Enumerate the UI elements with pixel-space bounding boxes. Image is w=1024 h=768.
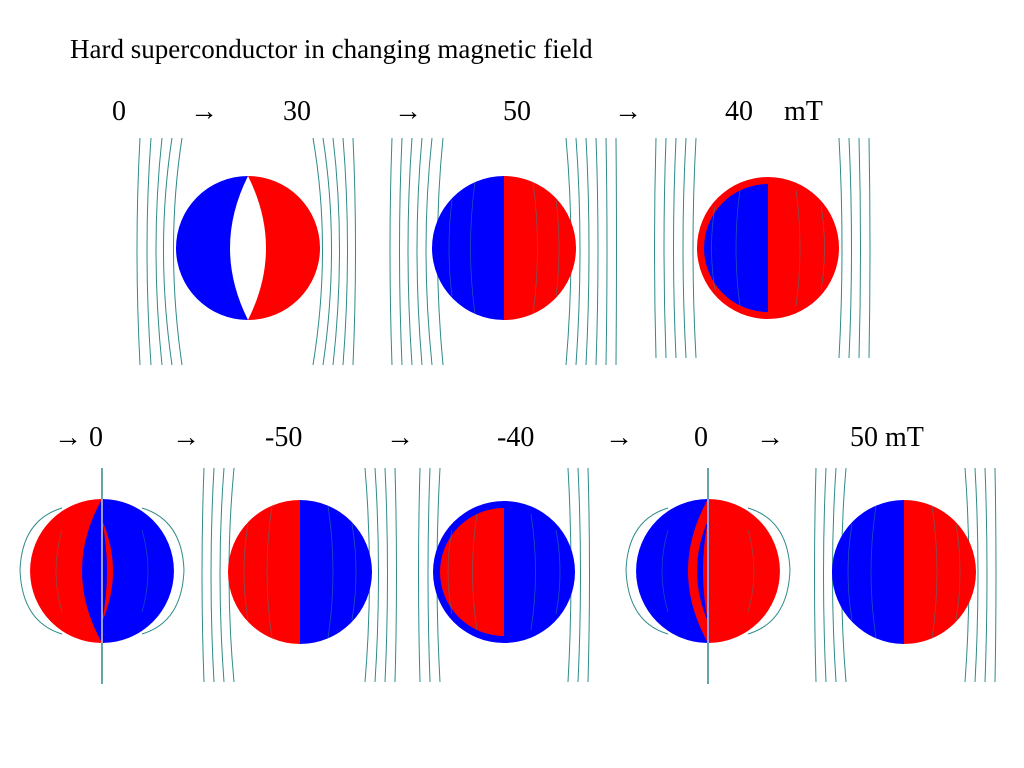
positive-region — [228, 500, 300, 644]
positive-region — [30, 499, 102, 643]
positive-region — [504, 176, 576, 320]
panel-40mT — [654, 137, 871, 359]
panel-minus50mT — [201, 467, 397, 683]
negative-region — [636, 499, 708, 643]
arrow-label: → — [172, 422, 200, 453]
page-title: Hard superconductor in changing magnetic… — [70, 34, 593, 64]
panel-0mT-remanent-reversed — [625, 468, 791, 684]
arrow-label: → — [605, 422, 633, 453]
arrow-label: → — [190, 96, 218, 127]
panel-minus40mT — [418, 467, 590, 683]
field-value-label: → 0 — [54, 422, 103, 453]
panel-50mT — [389, 137, 617, 366]
field-value-label: 50 mT — [850, 422, 924, 453]
arrow-label: → — [756, 422, 784, 453]
positive-region — [904, 500, 976, 644]
arrow-label: → — [394, 96, 422, 127]
unit-label: mT — [784, 96, 823, 127]
arrow-label: → — [614, 96, 642, 127]
field-lines — [418, 467, 590, 683]
field-lines — [136, 137, 356, 366]
negative-region — [176, 176, 248, 320]
panel-30mT — [136, 137, 356, 366]
field-value-label: 30 — [283, 96, 311, 127]
negative-region — [432, 176, 504, 320]
field-value-label: -40 — [497, 422, 535, 453]
positive-core — [102, 520, 113, 622]
negative-region — [300, 500, 372, 644]
field-value-label: 40 — [725, 96, 753, 127]
field-lines — [654, 137, 871, 359]
positive-region — [248, 176, 320, 320]
field-value-label: 0 — [112, 96, 126, 127]
field-value-label: -50 — [265, 422, 303, 453]
field-lines — [389, 137, 617, 366]
arrow-label: → — [386, 422, 414, 453]
positive-region — [440, 508, 504, 636]
panel-50mT-final — [814, 467, 997, 683]
positive-region — [708, 499, 780, 643]
field-value-label: 0 — [694, 422, 708, 453]
field-value-label: 50 — [503, 96, 531, 127]
panel-0mT-remanent — [19, 468, 185, 684]
negative-region — [504, 508, 568, 636]
negative-core — [697, 520, 708, 622]
negative-region — [102, 499, 174, 643]
